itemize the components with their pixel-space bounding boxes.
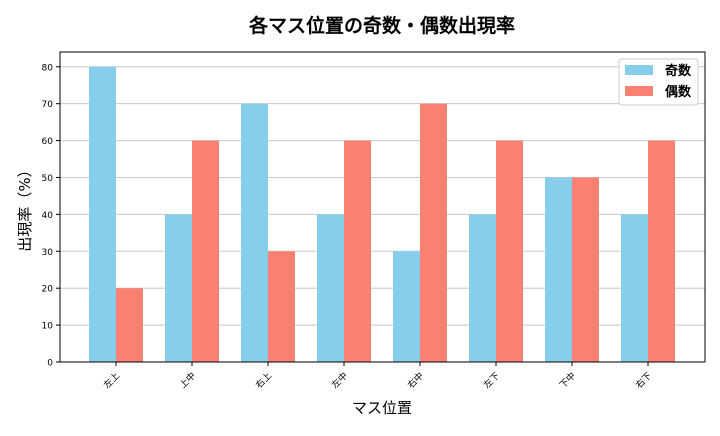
legend-swatch bbox=[625, 86, 653, 96]
x-tick-label: 左中 bbox=[329, 370, 350, 391]
legend-swatch bbox=[625, 65, 653, 75]
bar-even bbox=[572, 177, 599, 362]
bar-even bbox=[496, 140, 523, 362]
legend-label: 偶数 bbox=[665, 84, 692, 100]
plot-frame bbox=[59, 51, 706, 363]
bar-odd bbox=[469, 214, 496, 362]
y-tick-label: 70 bbox=[42, 100, 54, 110]
bar-odd bbox=[621, 214, 648, 362]
legend-label: 奇数 bbox=[665, 63, 692, 79]
x-tick-label: 左下 bbox=[481, 370, 502, 391]
bar-even bbox=[344, 140, 371, 362]
bar-even bbox=[268, 251, 295, 362]
y-tick-label: 20 bbox=[42, 285, 54, 295]
bar-odd bbox=[165, 214, 192, 362]
x-tick-label: 左上 bbox=[101, 370, 122, 391]
bar-even bbox=[420, 103, 447, 363]
bar-even bbox=[116, 288, 143, 362]
x-tick-label: 右下 bbox=[633, 370, 654, 391]
x-axis-label: マス位置 bbox=[352, 399, 412, 417]
bar-odd bbox=[89, 66, 116, 362]
y-axis-label: 出現率（%） bbox=[16, 162, 34, 251]
bar-odd bbox=[241, 103, 268, 363]
x-tick-label: 右中 bbox=[405, 370, 426, 391]
y-tick-label: 50 bbox=[42, 174, 54, 184]
bar-even bbox=[648, 140, 675, 362]
y-tick-label: 0 bbox=[47, 359, 53, 369]
y-tick-label: 80 bbox=[42, 63, 54, 73]
x-tick-label: 下中 bbox=[557, 370, 578, 391]
y-tick-label: 30 bbox=[42, 248, 54, 258]
y-tick-label: 40 bbox=[42, 211, 54, 221]
y-tick-label: 10 bbox=[42, 322, 54, 332]
x-tick-label: 右上 bbox=[253, 370, 274, 391]
bar-odd bbox=[393, 251, 420, 362]
y-tick-label: 60 bbox=[42, 137, 54, 147]
chart-title: 各マス位置の奇数・偶数出現率 bbox=[248, 14, 515, 37]
bar-odd bbox=[545, 177, 572, 362]
bar-odd bbox=[317, 214, 344, 362]
bar-even bbox=[192, 140, 219, 362]
x-tick-label: 上中 bbox=[177, 370, 198, 391]
